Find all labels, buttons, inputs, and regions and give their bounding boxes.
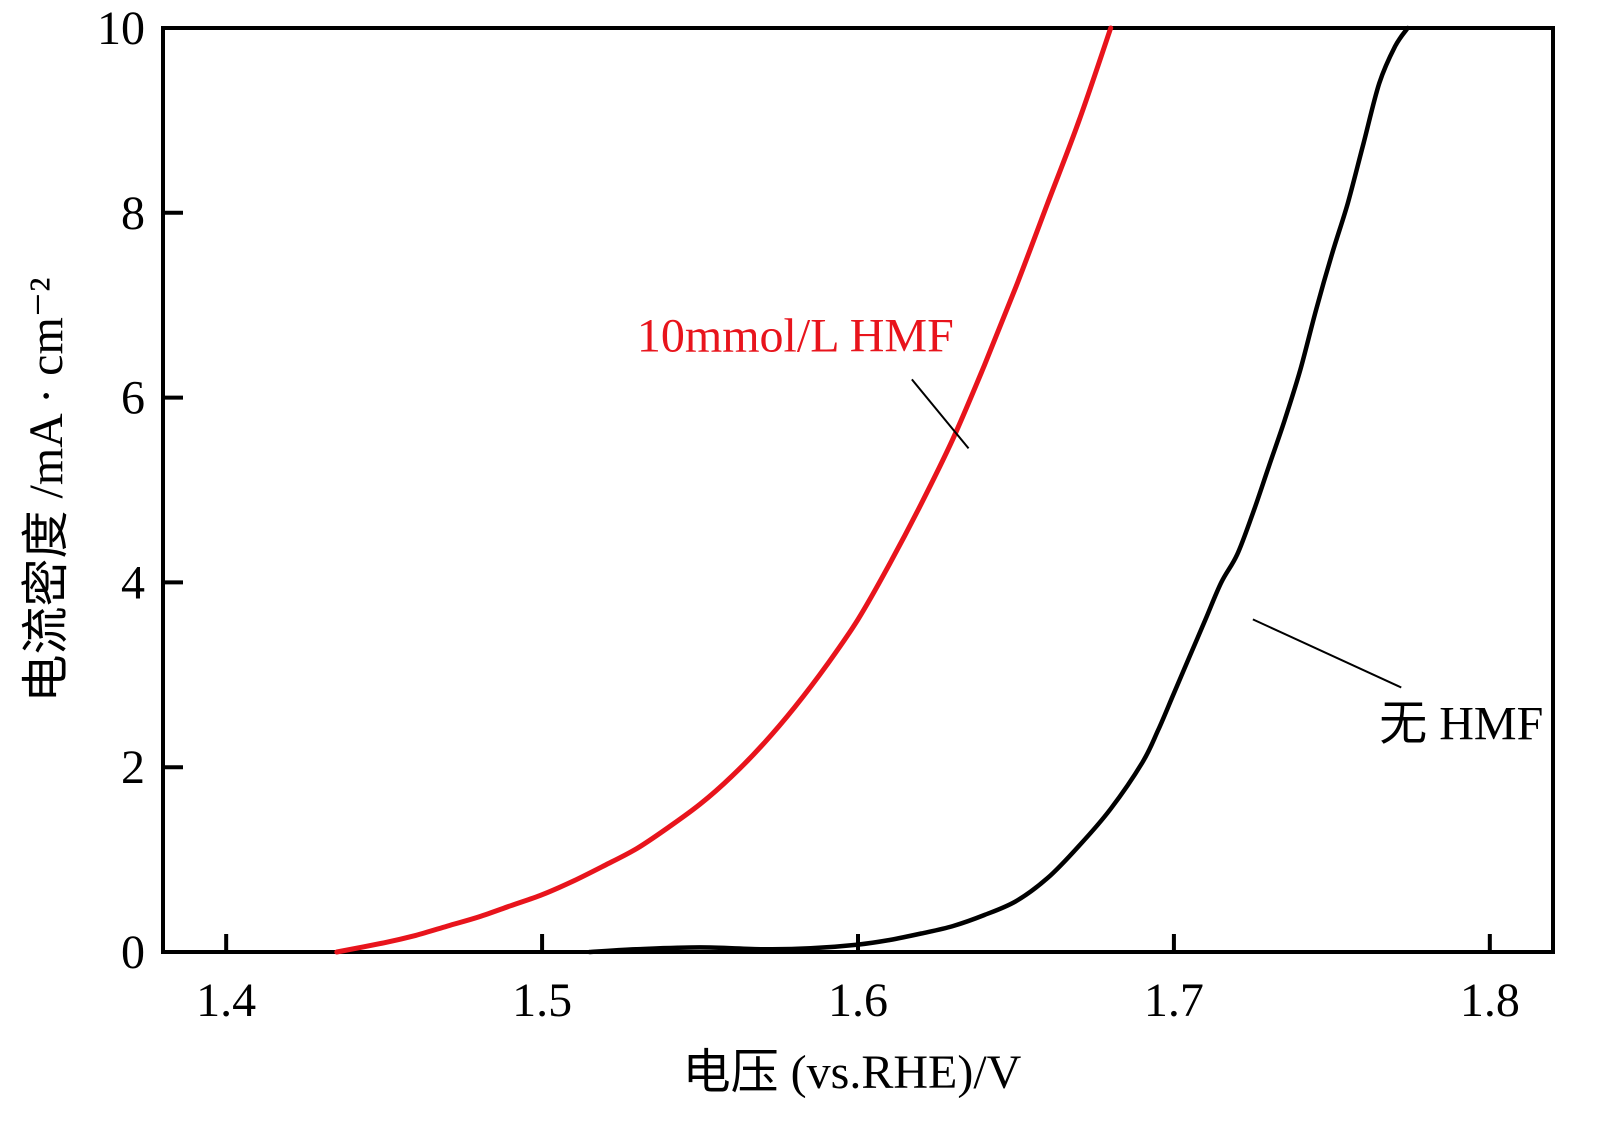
x-tick-label: 1.6 [828, 974, 888, 1027]
series-line-without-hmf [587, 25, 1410, 955]
y-axis-label: 电流密度 /mA · cm⁻² [20, 277, 73, 702]
series-layer [334, 25, 1410, 955]
annotation-leader-line [1252, 618, 1402, 689]
x-tick-label: 1.7 [1144, 974, 1204, 1027]
y-tick-label: 4 [121, 556, 145, 609]
y-tick-label: 6 [121, 372, 145, 425]
x-axis-label: 电压 (vs.RHE)/V [683, 1046, 1022, 1099]
y-tick-label: 0 [121, 926, 145, 979]
y-tick-label: 8 [121, 187, 145, 240]
plot-frame [161, 26, 1555, 954]
x-tick-label: 1.4 [196, 974, 256, 1027]
series-line-with-hmf [334, 25, 1114, 955]
x-tick-label: 1.8 [1460, 974, 1520, 1027]
y-tick-label: 10 [97, 2, 145, 55]
annotation-leader-line [911, 378, 970, 450]
x-tick-label: 1.5 [512, 974, 572, 1027]
y-tick-label: 2 [121, 741, 145, 794]
ticks-layer: 1.4 1.5 1.6 1.7 1.8 0 2 4 6 8 10 [97, 2, 1520, 1027]
series-annotation-label: 10mmol/L HMF [637, 309, 954, 362]
annotation-layer: 10mmol/L HMF 无 HMF [637, 309, 1543, 750]
series-annotation-label: 无 HMF [1379, 697, 1543, 750]
